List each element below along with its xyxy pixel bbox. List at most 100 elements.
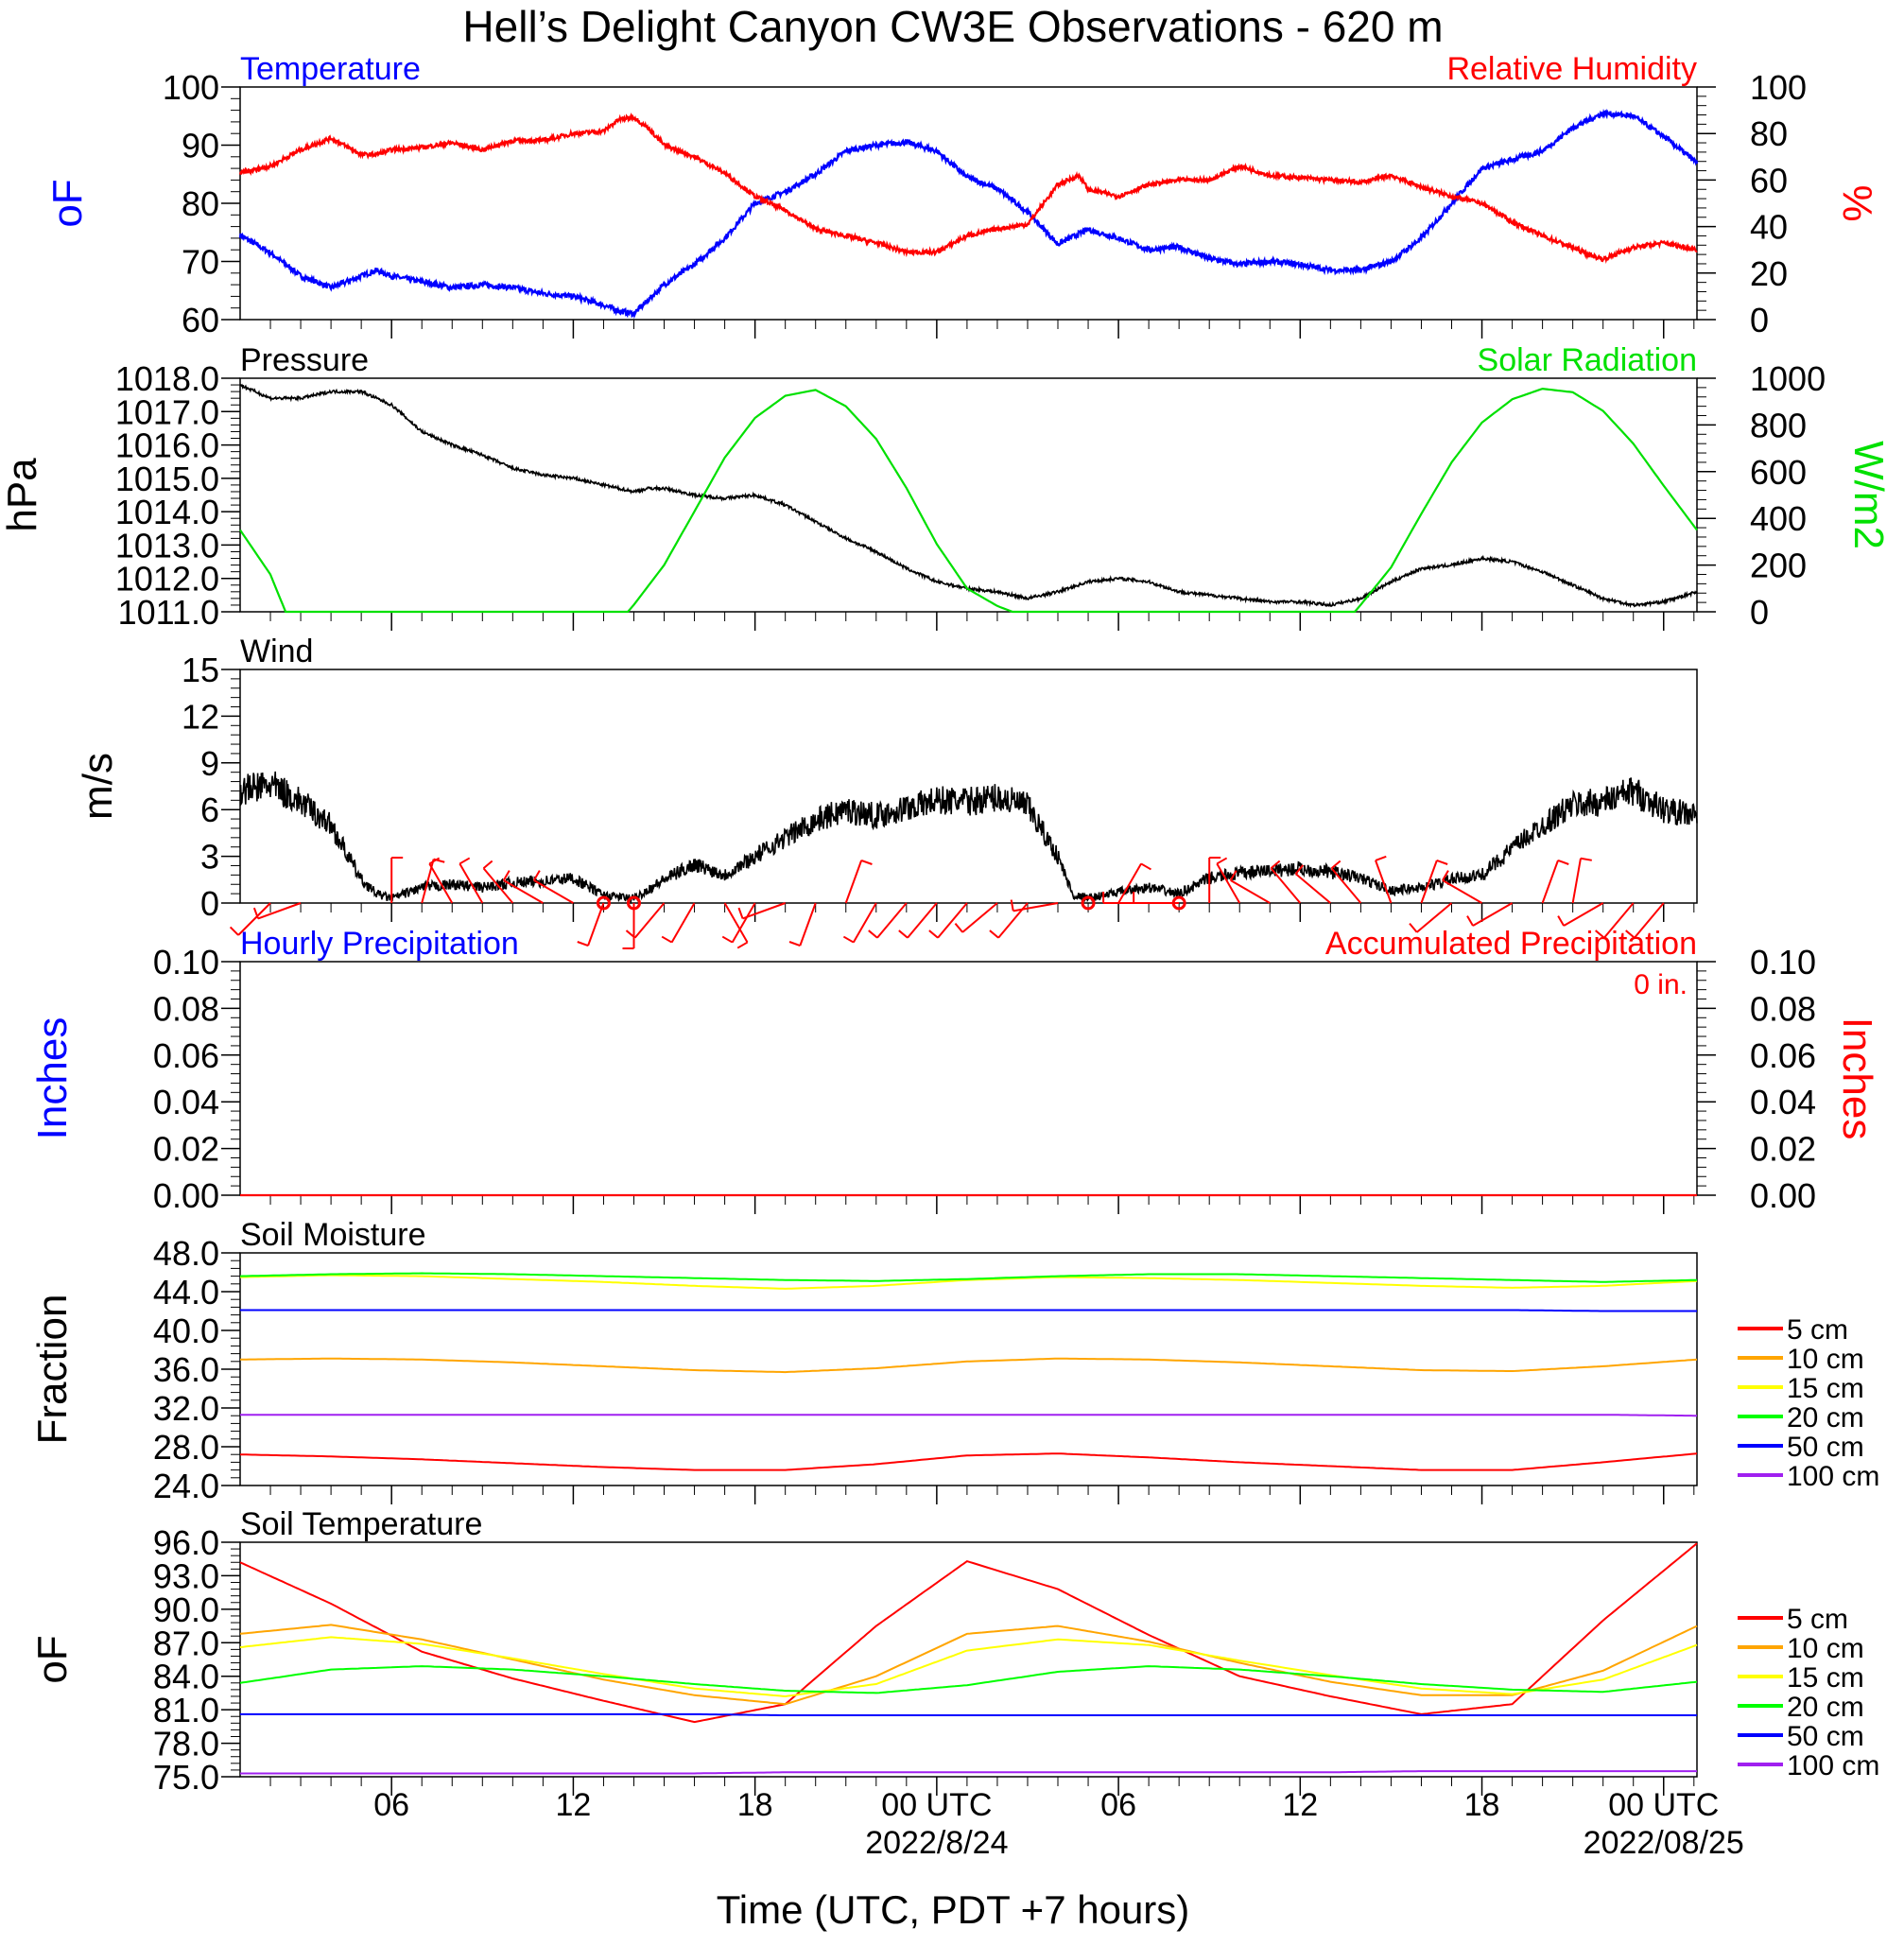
panel-title-left: Hourly Precipitation — [240, 926, 519, 962]
time-tick-label: 00 UTC — [881, 1787, 992, 1823]
y-tick-label: 1016.0 — [115, 426, 219, 465]
series-line-humidity — [238, 112, 1698, 264]
legend-label: 100 cm — [1787, 1461, 1879, 1492]
y-tick-label: 28.0 — [153, 1428, 219, 1467]
wind-barb — [237, 902, 271, 936]
wind-barb-flag — [1595, 930, 1605, 939]
accumulated-total-label: 0 in. — [1634, 969, 1688, 1000]
time-tick-label: 12 — [555, 1787, 591, 1823]
y-tick-label: 81.0 — [153, 1691, 219, 1729]
series-line-50cm — [240, 1712, 1697, 1716]
y-tick-label: 1017.0 — [115, 392, 219, 431]
y-tick-label: 100 — [163, 68, 219, 107]
series-line-15cm — [239, 1636, 1698, 1698]
time-tick-label: 12 — [1282, 1787, 1318, 1823]
wind-barb-flag — [1409, 923, 1418, 933]
date-label: 2022/8/24 — [865, 1825, 1008, 1861]
y-tick-label: 80 — [182, 184, 219, 223]
y-tick-label: 96.0 — [153, 1523, 219, 1562]
time-tick-label: 00 UTC — [1608, 1787, 1719, 1823]
y-tick-label: 90.0 — [153, 1590, 219, 1629]
plot-frame — [239, 961, 1698, 1196]
wind-barb-flag — [898, 930, 909, 939]
wind-barb-flag — [1557, 859, 1569, 865]
wind-barb-flag — [842, 935, 855, 944]
y-tick-label: 32.0 — [153, 1389, 219, 1428]
wind-barb — [503, 879, 544, 904]
y2-tick-label: 400 — [1750, 499, 1807, 538]
wind-barb-flag — [625, 930, 636, 939]
wind-barb-flag — [1010, 899, 1014, 912]
y-tick-label: 0.08 — [153, 989, 219, 1028]
wind-barb — [1472, 902, 1514, 927]
wind-barb — [907, 902, 938, 939]
y2-tick-label: 800 — [1750, 406, 1807, 444]
panel-soil_temperature: 75.078.081.084.087.090.093.096.0 Soil Tem… — [29, 1506, 1879, 1797]
wind-barb — [533, 879, 574, 904]
y-tick-label: 0.02 — [153, 1130, 219, 1169]
y2-tick-label: 100 — [1750, 68, 1807, 107]
wind-barb — [1294, 873, 1331, 904]
wind-barb — [1420, 860, 1438, 904]
wind-barb — [587, 902, 605, 947]
y-tick-label: 60 — [182, 301, 219, 339]
panel-title-left: Soil Temperature — [240, 1506, 482, 1542]
time-axis: 06 12 18 00 UTC 06 12 18 00 UTC 2022/8/24 2022/0… — [373, 1787, 1744, 1932]
wind-barb — [1270, 867, 1302, 904]
y2-tick-label: 0.10 — [1750, 943, 1816, 982]
y-tick-label: 12 — [182, 697, 219, 736]
wind-barb-flag — [661, 935, 673, 944]
wind-barb-flag — [1294, 864, 1305, 875]
wind-barb-flag — [459, 857, 471, 865]
y-tick-label: 44.0 — [153, 1273, 219, 1312]
y2-tick-label: 1000 — [1750, 359, 1826, 398]
y-tick-label: 75.0 — [153, 1758, 219, 1797]
wind-barb-flag — [788, 941, 801, 947]
wind-barb-flag — [737, 907, 744, 919]
legend-label: 5 cm — [1787, 1314, 1848, 1346]
wind-barb-flag — [1216, 857, 1228, 865]
y2-tick-label: 40 — [1750, 208, 1788, 247]
wind-barb — [428, 862, 454, 904]
wind-barb — [852, 902, 877, 944]
y2-axis-label: W/m2 — [1845, 441, 1892, 549]
time-tick-label: 18 — [737, 1787, 773, 1823]
chart-title: Hell’s Delight Canyon CW3E Observations … — [462, 2, 1443, 51]
y2-tick-label: 0.08 — [1750, 989, 1816, 1028]
date-label: 2022/08/25 — [1584, 1825, 1744, 1861]
wind-barb-flag — [229, 926, 239, 936]
wind-barb-flag — [1140, 862, 1151, 871]
wind-barb-flag — [1580, 857, 1592, 861]
legend-label: 15 cm — [1787, 1662, 1864, 1694]
legend-label: 20 cm — [1787, 1402, 1864, 1433]
wind-barb-flag — [1375, 855, 1387, 861]
wind-barb-flag — [928, 930, 939, 939]
series-line-10cm — [239, 1357, 1698, 1374]
wind-barb-flag — [989, 930, 999, 939]
y2-tick-label: 0 — [1750, 593, 1769, 632]
wind-barb — [482, 867, 514, 904]
y-axis-label: Fraction — [29, 1294, 76, 1445]
wind-barb-flag — [1436, 859, 1448, 865]
y-tick-label: 1012.0 — [115, 560, 219, 599]
wind-barb-flag — [1229, 870, 1238, 881]
legend-label: 50 cm — [1787, 1721, 1864, 1752]
wind-barb-flag — [1557, 915, 1565, 927]
legend-label: 10 cm — [1787, 1344, 1864, 1375]
panel-title-left: Pressure — [240, 342, 369, 378]
calm-marker — [626, 895, 641, 911]
y-tick-label: 1018.0 — [115, 359, 219, 398]
series-line-50cm — [240, 1309, 1697, 1312]
panel-precip: 0.00 0.02 0.04 0.06 0.08 0.10 0.00 0.02 0.04 0.06… — [29, 926, 1880, 1215]
wind-barb-flag — [577, 941, 589, 947]
series-line-5cm — [239, 1452, 1698, 1471]
wind-barb — [1013, 902, 1059, 912]
y-tick-label: 40.0 — [153, 1312, 219, 1350]
wind-barb-flag — [868, 930, 878, 939]
wind-barb — [731, 902, 756, 944]
y2-tick-label: 600 — [1750, 453, 1807, 492]
time-tick-labels: 06 12 18 00 UTC 06 12 18 00 UTC — [373, 1787, 1719, 1823]
wind-barb — [961, 902, 998, 933]
wind-barb — [1375, 860, 1393, 904]
